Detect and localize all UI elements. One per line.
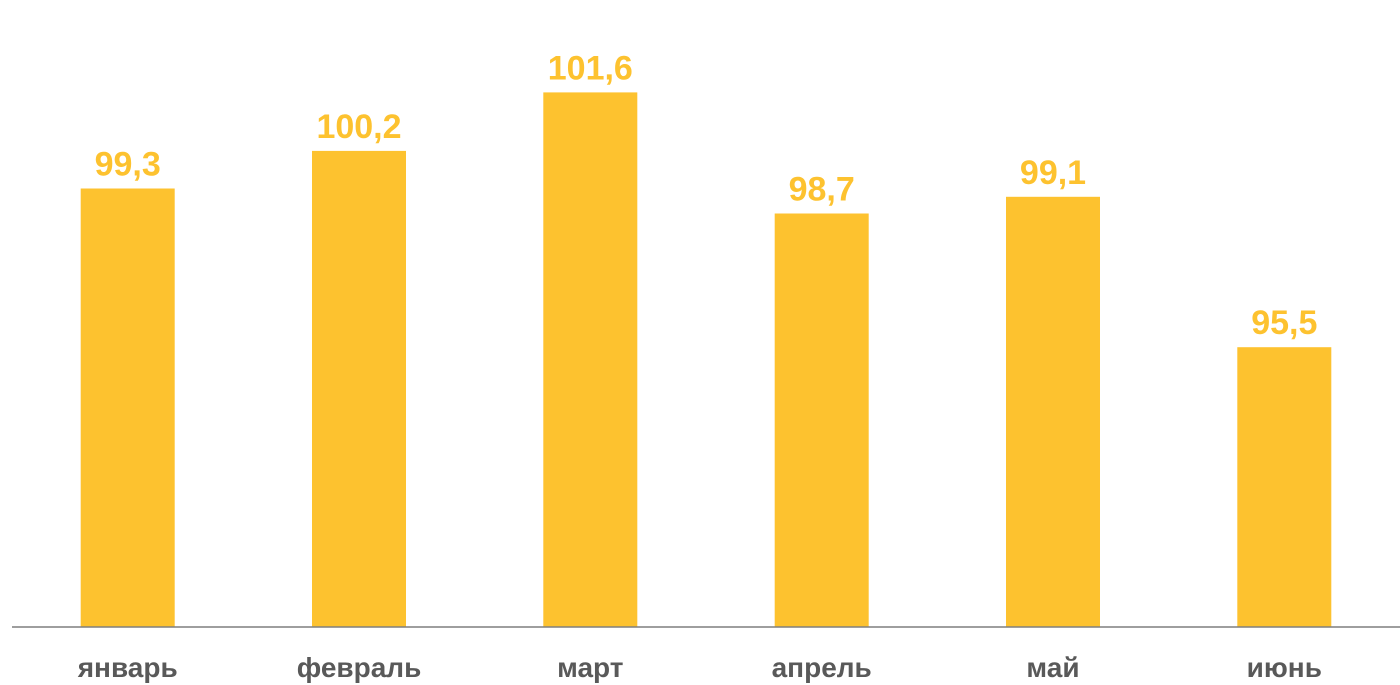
value-label-2: 100,2: [316, 108, 401, 146]
value-label-1: 99,3: [95, 146, 161, 184]
value-label-6: 95,5: [1251, 304, 1317, 342]
bar-1: [80, 188, 175, 627]
category-label-6: июнь: [1247, 652, 1322, 683]
category-label-2: февраль: [297, 652, 422, 683]
category-label-4: апрель: [772, 652, 872, 683]
value-label-4: 98,7: [789, 171, 855, 209]
bar-4: [774, 213, 869, 627]
value-label-3: 101,6: [548, 49, 633, 87]
category-label-1: январь: [77, 652, 178, 683]
bar-6: [1237, 347, 1332, 627]
bars-group: [80, 92, 1332, 628]
category-labels-group: январь февраль март апрель май июнь: [77, 652, 1322, 683]
bar-5: [1006, 196, 1100, 628]
category-label-3: март: [557, 652, 623, 683]
category-label-5: май: [1026, 652, 1079, 683]
bar-2: [312, 150, 406, 627]
bar-3: [543, 92, 638, 627]
value-label-5: 99,1: [1020, 154, 1086, 192]
value-labels-group: 99,3 100,2 101,6 98,7 99,1 95,5: [95, 49, 1318, 342]
